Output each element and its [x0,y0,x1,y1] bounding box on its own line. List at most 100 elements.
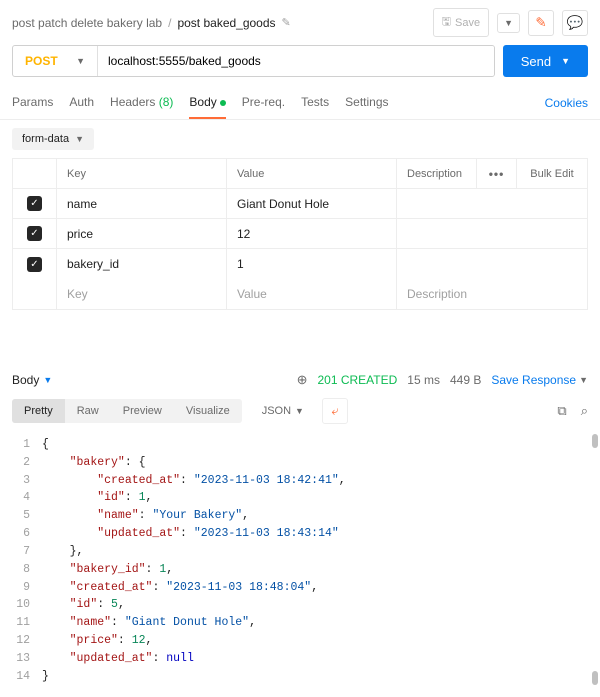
line-content[interactable]: }, [42,543,83,561]
code-line: 12 "price": 12, [12,632,588,650]
breadcrumb-parent[interactable]: post patch delete bakery lab [12,16,162,30]
method-label: POST [25,54,58,68]
line-content[interactable]: "id": 5, [42,596,125,614]
desc-input[interactable] [397,219,587,248]
key-input[interactable]: price [57,219,227,248]
key-input[interactable]: bakery_id [57,249,227,279]
breadcrumb-current: post baked_goods [177,16,275,30]
pencil-icon: ✎ [535,15,546,31]
line-number: 9 [12,579,42,597]
new-desc-input[interactable]: Description [397,279,587,309]
chevron-down-icon: ▼ [43,375,52,385]
line-number: 10 [12,596,42,614]
line-content[interactable]: "updated_at": null [42,650,194,668]
response-size: 449 B [450,373,481,387]
value-input[interactable]: 1 [227,249,397,279]
send-button[interactable]: Send ▼ [503,45,588,77]
desc-input[interactable] [397,189,587,218]
value-input[interactable]: 12 [227,219,397,248]
tab-headers[interactable]: Headers (8) [110,87,173,119]
line-content[interactable]: "created_at": "2023-11-03 18:42:41", [42,472,346,490]
code-line: 9 "created_at": "2023-11-03 18:48:04", [12,579,588,597]
http-method-select[interactable]: POST ▼ [13,46,98,76]
line-number: 12 [12,632,42,650]
key-input[interactable]: name [57,189,227,218]
new-value-input[interactable]: Value [227,279,397,309]
line-number: 1 [12,436,42,454]
response-body-tab[interactable]: Body ▼ [12,373,52,387]
view-pretty[interactable]: Pretty [12,399,65,423]
checkbox-icon[interactable]: ✓ [27,226,42,241]
response-format-select[interactable]: JSON ▼ [254,399,312,423]
tab-params[interactable]: Params [12,87,53,119]
body-type-label: form-data [22,133,69,145]
row-checkbox-cell: ✓ [13,189,57,218]
chevron-down-icon: ▼ [579,375,588,385]
line-number: 11 [12,614,42,632]
row-checkbox-cell: ✓ [13,219,57,248]
line-content[interactable]: "name": "Giant Donut Hole", [42,614,256,632]
line-number: 6 [12,525,42,543]
line-content[interactable]: "price": 12, [42,632,152,650]
checkbox-icon[interactable]: ✓ [27,257,42,272]
view-preview[interactable]: Preview [111,399,174,423]
save-button[interactable]: 🖫 Save [433,8,489,37]
value-input[interactable]: Giant Donut Hole [227,189,397,218]
line-content[interactable]: { [42,436,49,454]
copy-icon[interactable]: ⧉ [557,403,566,419]
col-value: Value [227,159,397,188]
code-line: 13 "updated_at": null [12,650,588,668]
comment-button[interactable]: 💬 [562,10,588,36]
empty-check [13,279,57,309]
line-number: 14 [12,668,42,686]
modified-dot-icon [220,100,226,106]
line-content[interactable]: "bakery_id": 1, [42,561,173,579]
pencil-icon[interactable]: ✎ [282,16,291,29]
url-input[interactable] [98,46,494,76]
wrap-lines-button[interactable]: ⤶ [322,398,348,424]
checkbox-icon[interactable]: ✓ [27,196,42,211]
chevron-down-icon: ▼ [76,56,85,66]
send-label: Send [521,54,551,69]
search-icon[interactable]: ⌕ [581,403,588,419]
save-response-button[interactable]: Save Response ▼ [491,373,588,387]
code-line: 11 "name": "Giant Donut Hole", [12,614,588,632]
chevron-down-icon: ▼ [561,56,570,66]
code-line: 2 "bakery": { [12,454,588,472]
response-status: 201 CREATED [317,373,397,387]
response-time: 15 ms [407,373,440,387]
line-number: 4 [12,489,42,507]
line-content[interactable]: "updated_at": "2023-11-03 18:43:14" [42,525,339,543]
breadcrumb-sep: / [168,16,171,30]
chevron-down-icon: ▼ [295,406,304,416]
line-content[interactable]: "id": 1, [42,489,152,507]
body-type-select[interactable]: form-data ▼ [12,128,94,150]
cookies-link[interactable]: Cookies [545,88,588,118]
tab-auth[interactable]: Auth [69,87,94,119]
tab-prereq[interactable]: Pre-req. [242,87,285,119]
col-description: Description [397,159,477,188]
save-dropdown[interactable]: ▼ [497,13,520,33]
new-key-input[interactable]: Key [57,279,227,309]
save-label: Save [455,17,480,29]
edit-mode-button[interactable]: ✎ [528,10,554,36]
tab-body[interactable]: Body [189,87,225,119]
more-options-button[interactable]: ••• [477,159,517,188]
line-content[interactable]: "name": "Your Bakery", [42,507,249,525]
tab-settings[interactable]: Settings [345,87,388,119]
scrollbar[interactable] [592,434,598,448]
line-content[interactable]: "bakery": { [42,454,146,472]
line-number: 5 [12,507,42,525]
line-content[interactable]: "created_at": "2023-11-03 18:48:04", [42,579,318,597]
wrap-icon: ⤶ [331,403,338,419]
scrollbar[interactable] [592,671,598,685]
globe-icon[interactable]: ⊕ [297,372,308,388]
desc-input[interactable] [397,249,587,279]
bulk-edit-button[interactable]: Bulk Edit [517,159,587,188]
view-visualize[interactable]: Visualize [174,399,242,423]
line-content[interactable]: } [42,668,49,686]
table-row: ✓ name Giant Donut Hole [13,189,587,219]
tab-tests[interactable]: Tests [301,87,329,119]
code-line: 1{ [12,436,588,454]
view-raw[interactable]: Raw [65,399,111,423]
